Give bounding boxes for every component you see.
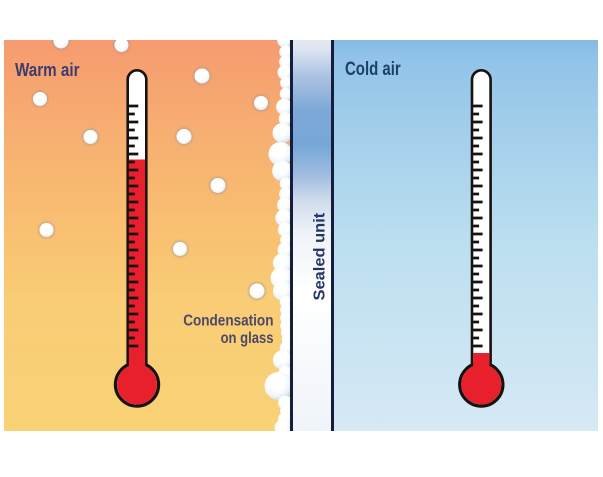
svg-text:on glass: on glass	[221, 330, 274, 347]
svg-text:Sealed unit: Sealed unit	[311, 212, 328, 300]
svg-text:Warm air: Warm air	[15, 60, 80, 80]
svg-text:Cold air: Cold air	[345, 59, 401, 80]
svg-text:Condensation: Condensation	[183, 313, 273, 330]
